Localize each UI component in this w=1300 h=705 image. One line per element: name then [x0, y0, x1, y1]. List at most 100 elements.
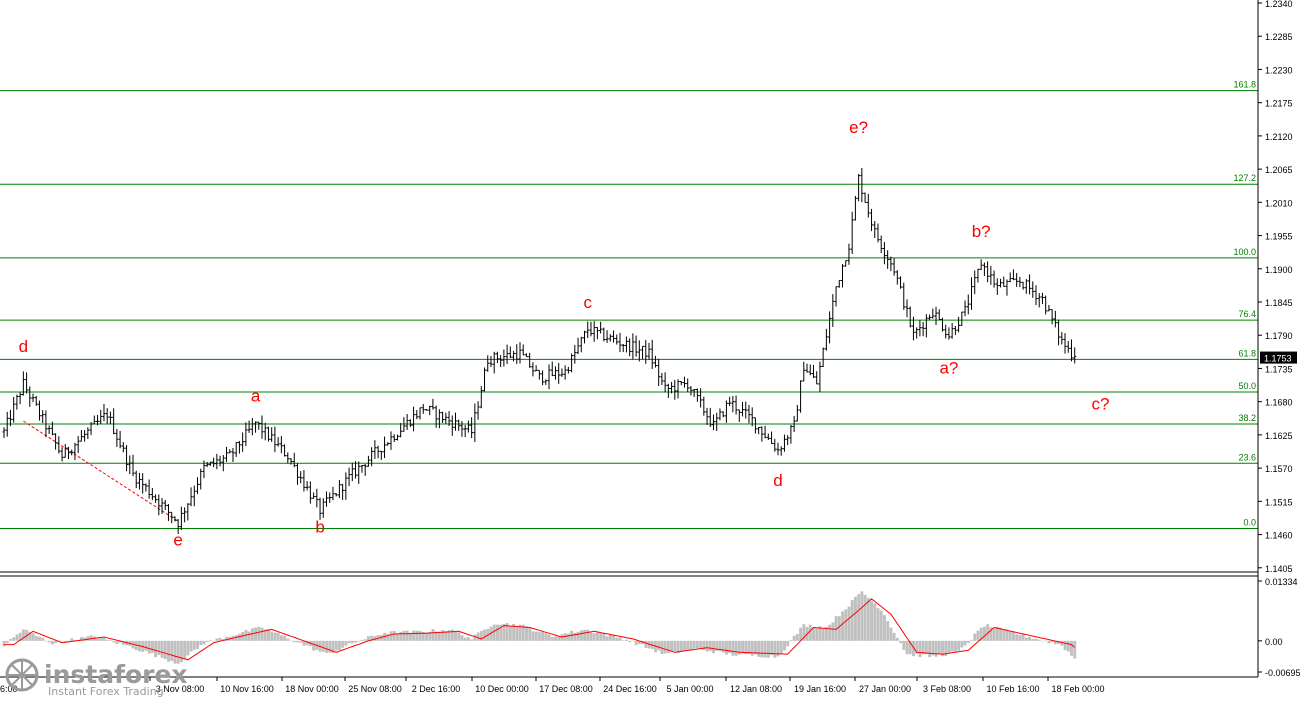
ohlc-bar [1073, 347, 1077, 364]
time-tick-label: 3 Nov 08:00 [156, 684, 205, 694]
wave-label: b [315, 518, 324, 537]
fib-label-76.4: 76.4 [1238, 309, 1256, 319]
time-tick-label: 10 Feb 16:00 [986, 684, 1039, 694]
ohlc-bar [463, 424, 467, 437]
ohlc-bar [621, 343, 625, 353]
ohlc-bar [21, 371, 25, 396]
ohlc-bar [508, 346, 512, 359]
osc-histogram-bar [586, 629, 590, 641]
ohlc-bar [196, 477, 199, 495]
ohlc-bar [266, 426, 270, 442]
ohlc-bar [705, 407, 709, 425]
ohlc-bar [89, 421, 93, 436]
osc-histogram-bar [821, 628, 825, 641]
ohlc-bar [782, 434, 786, 452]
ohlc-bar [831, 294, 835, 327]
ohlc-bar [325, 491, 328, 507]
ohlc-bar [1005, 279, 1009, 296]
osc-histogram-bar [944, 640, 948, 656]
ohlc-bar [853, 195, 857, 221]
osc-histogram-bar [341, 640, 345, 648]
ohlc-bar [244, 422, 248, 447]
price-tick-label: 1.2285 [1265, 32, 1293, 42]
osc-histogram-bar [296, 640, 299, 643]
osc-histogram-bar [628, 640, 632, 642]
osc-histogram-bar [779, 640, 783, 654]
ohlc-bar [876, 223, 880, 243]
osc-histogram-bar [566, 633, 570, 641]
osc-histogram-bar [505, 623, 509, 641]
osc-histogram-bar [918, 640, 922, 658]
osc-histogram-bar [760, 640, 764, 658]
osc-histogram-bar [373, 636, 377, 641]
ohlc-bar [67, 446, 70, 460]
ohlc-bar [789, 424, 793, 444]
osc-histogram-bar [637, 640, 641, 645]
ohlc-bar [450, 415, 454, 436]
osc-histogram-bar [354, 640, 358, 643]
ohlc-bar [2, 427, 6, 438]
ohlc-bar [1008, 272, 1012, 283]
osc-histogram-bar [754, 640, 757, 655]
ohlc-bar [79, 429, 83, 442]
ohlc-bar [112, 408, 116, 435]
osc-histogram-bar [763, 640, 767, 658]
ohlc-bar [337, 480, 341, 499]
osc-histogram-bar [537, 632, 541, 641]
ohlc-bar [208, 461, 212, 466]
ohlc-bar [653, 355, 657, 368]
osc-histogram-bar [392, 630, 396, 641]
ohlc-bar [125, 445, 129, 472]
ohlc-bar [631, 333, 635, 360]
osc-histogram-bar [389, 631, 393, 641]
osc-histogram-bar [467, 637, 470, 641]
ohlc-bar [37, 400, 41, 421]
ohlc-bar [34, 395, 38, 406]
ohlc-bar [473, 403, 477, 442]
ohlc-bar [189, 487, 193, 507]
osc-histogram-bar [1002, 629, 1006, 641]
ohlc-bar [318, 497, 322, 520]
osc-histogram-bar [421, 632, 425, 641]
ohlc-bar [254, 421, 258, 433]
osc-histogram-bar [686, 640, 690, 650]
ohlc-bar [937, 309, 941, 321]
ohlc-bar [850, 211, 854, 254]
osc-histogram-bar [512, 623, 516, 641]
ohlc-bar [483, 367, 487, 392]
osc-histogram-bar [960, 640, 964, 648]
osc-histogram-bar [515, 626, 519, 641]
ohlc-bar [150, 487, 154, 501]
osc-histogram-bar [1031, 638, 1035, 641]
osc-histogram-bar [831, 622, 835, 641]
osc-histogram-bar [215, 638, 219, 641]
osc-histogram-bar [844, 609, 848, 641]
ohlc-bars [2, 167, 1077, 535]
ohlc-bar [570, 353, 574, 373]
ohlc-bar [870, 208, 874, 232]
ohlc-bar [644, 339, 648, 364]
ohlc-bar [986, 261, 990, 283]
ohlc-bar [618, 332, 622, 353]
osc-signal-line [4, 598, 1076, 661]
osc-histogram-bar [173, 640, 177, 664]
ohlc-bar [1063, 333, 1067, 354]
osc-histogram-bar [86, 636, 90, 641]
ohlc-bar [566, 366, 570, 374]
osc-histogram-bar [450, 629, 454, 641]
ohlc-bar [947, 327, 951, 340]
ohlc-bar [441, 411, 445, 424]
osc-histogram-bar [41, 637, 45, 641]
ohlc-bar [312, 492, 316, 499]
osc-histogram-bar [608, 634, 612, 641]
ohlc-bar [844, 260, 848, 267]
ohlc-bar [524, 353, 528, 358]
fib-label-127.2: 127.2 [1233, 173, 1256, 183]
ohlc-bar [824, 328, 828, 351]
ohlc-bar [44, 410, 48, 438]
ohlc-bar [1031, 281, 1035, 298]
ohlc-bar [131, 454, 135, 477]
osc-histogram-bar [225, 636, 229, 641]
ohlc-bar [676, 379, 680, 399]
